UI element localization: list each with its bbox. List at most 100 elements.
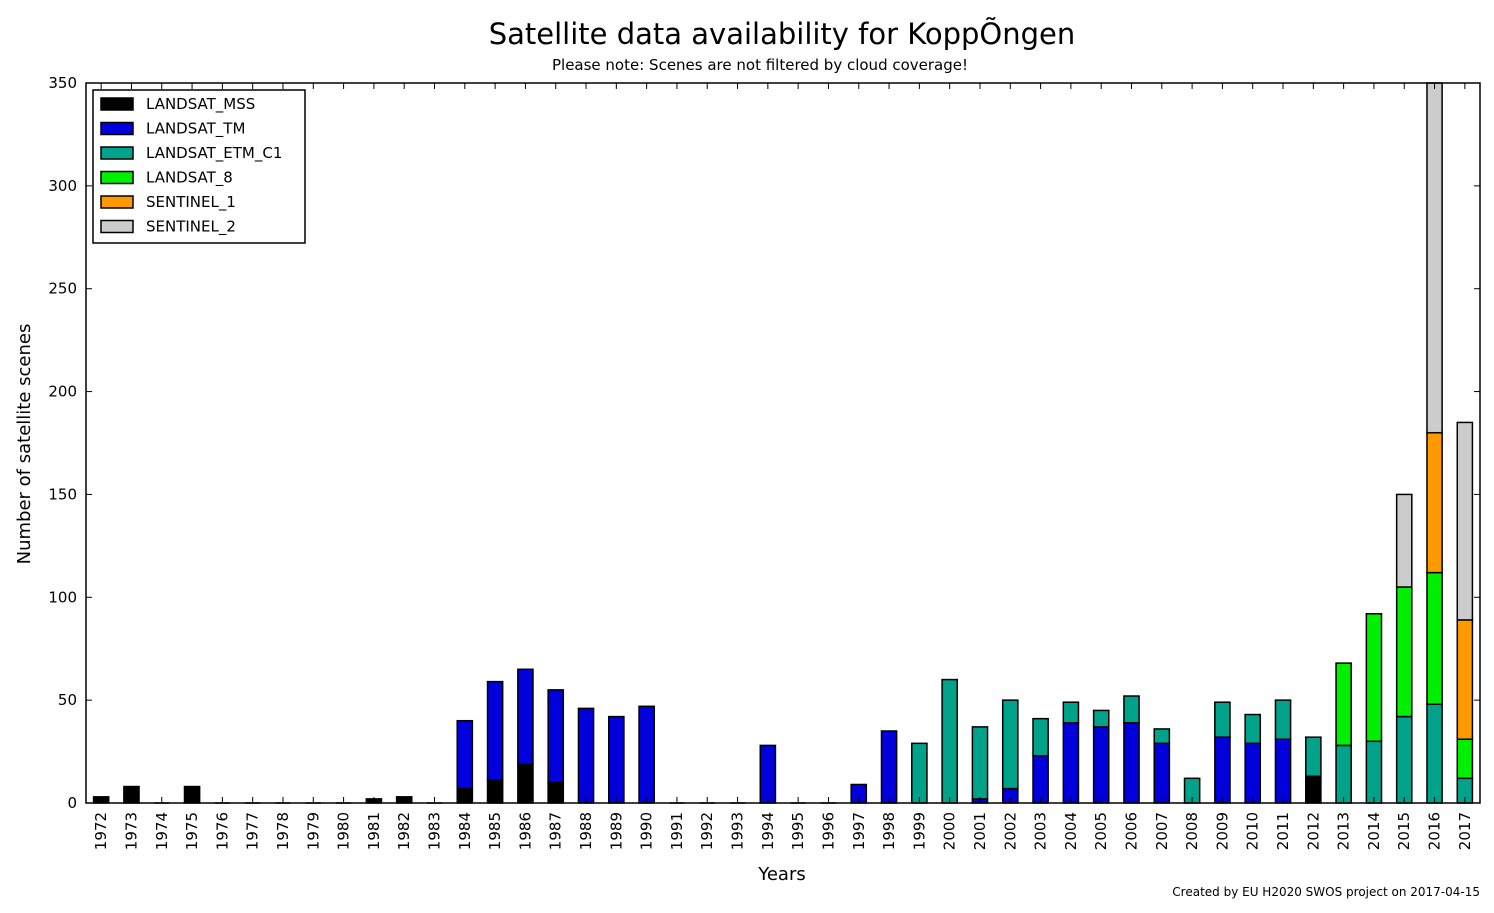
bar-landsat-tm-2003	[1032, 754, 1049, 804]
x-tick-label: 1973	[122, 812, 140, 850]
legend-swatch-landsat-tm	[100, 121, 134, 136]
y-axis-label: Number of satellite scenes	[14, 324, 35, 565]
x-tick-label: 1984	[456, 812, 474, 850]
legend-label-landsat-mss: LANDSAT_MSS	[146, 95, 255, 114]
bar-landsat-8-2013	[1335, 662, 1352, 747]
bar-sentinel-2-2015	[1395, 493, 1413, 588]
x-tick-label: 2011	[1274, 812, 1292, 850]
x-tick-label: 2010	[1244, 812, 1262, 850]
bar-landsat-tm-1988	[577, 707, 595, 804]
x-tick-label: 1983	[426, 812, 444, 850]
bar-landsat-tm-1986	[517, 668, 534, 765]
x-tick-label: 2007	[1153, 812, 1171, 850]
y-tick-label: 300	[48, 177, 77, 195]
x-tick-label: 2015	[1395, 812, 1413, 850]
x-tick-label: 2003	[1032, 812, 1050, 850]
bar-landsat-etm-c1-1999	[911, 742, 928, 804]
legend-swatch-landsat-8	[100, 170, 134, 185]
x-tick-label: 2014	[1365, 812, 1383, 850]
bar-landsat-etm-c1-2011	[1274, 699, 1292, 740]
x-tick-label: 1990	[638, 812, 656, 850]
x-tick-label: 1979	[304, 812, 322, 850]
bar-landsat-8-2016	[1426, 571, 1443, 706]
x-tick-label: 1997	[850, 812, 868, 850]
chart-title: Satellite data availability for KoppÕnge…	[489, 17, 1076, 51]
bar-landsat-tm-2011	[1274, 738, 1292, 804]
legend-swatch-landsat-mss	[100, 97, 134, 111]
y-tick-label: 50	[58, 691, 77, 709]
y-tick-label: 250	[48, 280, 77, 298]
x-tick-label: 1986	[516, 812, 534, 850]
bar-sentinel-2-2017	[1456, 421, 1474, 621]
bar-landsat-tm-1984	[456, 719, 474, 790]
bar-landsat-etm-c1-2006	[1123, 695, 1140, 724]
x-tick-label: 2008	[1183, 812, 1201, 850]
bar-landsat-tm-2010	[1244, 742, 1262, 804]
x-tick-label: 1987	[547, 812, 565, 850]
x-tick-label: 2009	[1213, 812, 1231, 850]
bar-landsat-tm-2005	[1092, 726, 1110, 804]
y-tick-label: 200	[48, 383, 77, 401]
bar-landsat-etm-c1-2005	[1092, 709, 1110, 728]
bar-landsat-etm-c1-2012	[1305, 736, 1322, 778]
x-tick-label: 1988	[577, 812, 595, 850]
bar-landsat-etm-c1-2003	[1032, 717, 1049, 757]
legend-label-sentinel-1: SENTINEL_1	[146, 193, 236, 212]
bar-landsat-etm-c1-2001	[971, 726, 989, 800]
x-tick-label: 1991	[668, 812, 686, 850]
legend-swatch-landsat-etm-c1	[100, 146, 134, 160]
x-tick-label: 1972	[92, 812, 110, 850]
x-tick-label: 2012	[1304, 812, 1322, 850]
bar-landsat-tm-1990	[638, 705, 655, 804]
bar-landsat-etm-c1-2004	[1062, 701, 1080, 724]
bar-landsat-etm-c1-2016	[1426, 703, 1443, 804]
credit-text: Created by EU H2020 SWOS project on 2017…	[1172, 885, 1480, 899]
x-tick-label: 2013	[1335, 812, 1353, 850]
x-tick-label: 1998	[880, 812, 898, 850]
y-tick-label: 350	[48, 74, 77, 92]
bar-landsat-etm-c1-2007	[1153, 728, 1171, 745]
bar-landsat-etm-c1-2000	[941, 678, 958, 804]
y-tick-label: 100	[48, 588, 77, 606]
legend-swatch-sentinel-1	[100, 195, 134, 209]
x-tick-label: 1982	[395, 812, 413, 850]
bar-landsat-tm-2007	[1153, 742, 1171, 804]
bar-landsat-etm-c1-2009	[1214, 701, 1231, 738]
y-tick-label: 150	[48, 485, 77, 503]
x-tick-label: 2001	[971, 812, 989, 850]
x-axis-label: Years	[757, 864, 806, 885]
x-tick-label: 1992	[698, 812, 716, 850]
x-tick-label: 1996	[819, 812, 837, 850]
legend: LANDSAT_MSS LANDSAT_TM LANDSAT_ETM_C1 LANDS…	[92, 89, 306, 244]
bar-landsat-etm-c1-2010	[1244, 713, 1262, 745]
x-tick-label: 2005	[1092, 812, 1110, 850]
bar-landsat-tm-2006	[1123, 722, 1140, 804]
legend-label-landsat-tm: LANDSAT_TM	[146, 120, 245, 139]
x-tick-label: 2006	[1123, 812, 1141, 850]
bar-landsat-tm-1989	[608, 715, 625, 804]
bar-landsat-tm-2009	[1214, 736, 1231, 804]
x-tick-label: 1995	[789, 812, 807, 850]
bar-landsat-tm-1994	[759, 744, 777, 804]
x-tick-label: 2000	[941, 812, 959, 850]
x-tick-label: 1976	[213, 812, 231, 850]
chart-subtitle: Please note: Scenes are not filtered by …	[552, 56, 968, 74]
x-tick-label: 1989	[607, 812, 625, 850]
bar-landsat-etm-c1-2013	[1335, 744, 1352, 804]
bar-landsat-tm-1987	[547, 689, 565, 784]
bar-landsat-8-2014	[1365, 612, 1383, 743]
bar-sentinel-1-2016	[1426, 431, 1443, 574]
bar-landsat-8-2015	[1395, 586, 1413, 718]
x-tick-label: 1981	[365, 812, 383, 850]
plot-frame	[85, 82, 1481, 804]
y-tick-label: 0	[67, 794, 77, 812]
x-tick-label: 1977	[244, 812, 262, 850]
x-tick-label: 1999	[910, 812, 928, 850]
bar-sentinel-1-2017	[1456, 619, 1474, 740]
bar-sentinel-2-2016	[1426, 82, 1443, 434]
axes-layer: 0 50 100 150 200 250 300 350 1972 1973 1974 1975 197…	[48, 74, 1481, 850]
x-tick-label: 1994	[759, 812, 777, 850]
bar-landsat-etm-c1-2002	[1001, 699, 1019, 790]
bar-landsat-tm-1998	[880, 730, 898, 804]
